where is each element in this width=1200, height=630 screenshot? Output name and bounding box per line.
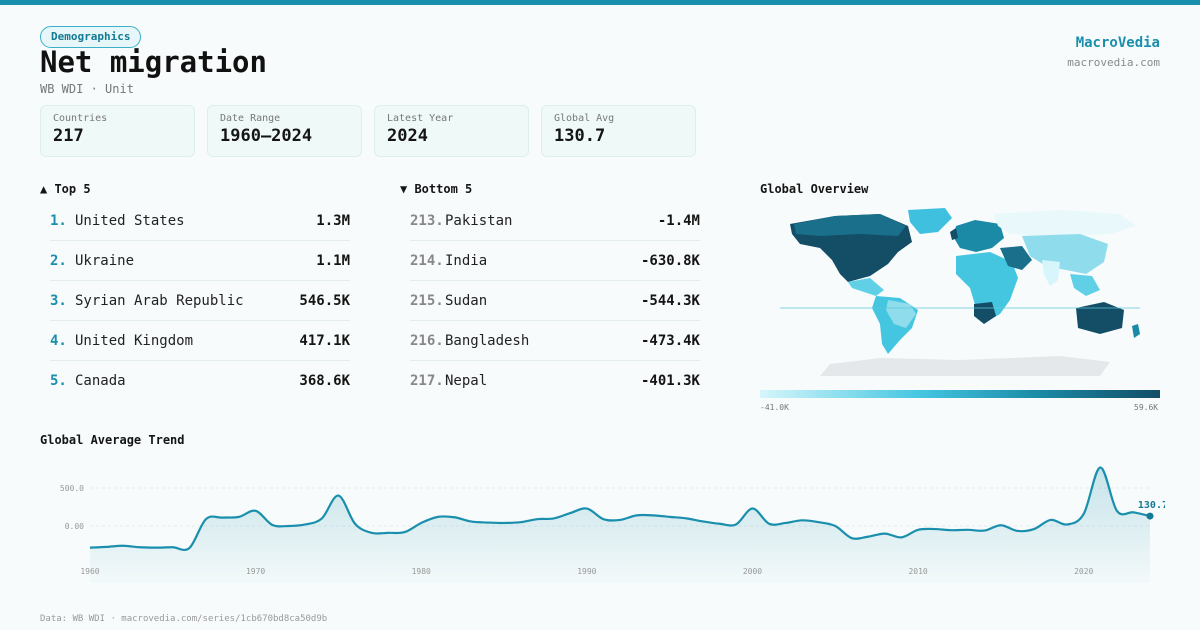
- country-name: Ukraine: [75, 252, 135, 269]
- list-item[interactable]: 216. Bangladesh -473.4K: [410, 321, 700, 361]
- scale-max-label: 59.6K: [1134, 403, 1159, 412]
- top-accent-bar: [0, 0, 1200, 5]
- country-value: -1.4M: [657, 212, 700, 229]
- stat-label: Countries: [53, 113, 108, 124]
- list-item[interactable]: 217. Nepal -401.3K: [410, 361, 700, 401]
- stat-card-global-avg: Global Avg 130.7: [541, 105, 696, 157]
- country-value: -630.8K: [640, 252, 700, 269]
- stat-label: Latest Year: [387, 113, 454, 124]
- map-color-scale: [760, 390, 1160, 398]
- region-brazil: [886, 300, 916, 328]
- x-tick-label: 2020: [1074, 567, 1093, 576]
- country-value: 546.5K: [299, 292, 350, 309]
- region-greenland: [908, 208, 952, 234]
- footer-source: Data: WB WDI · macrovedia.com/series/1cb…: [40, 614, 328, 624]
- x-tick-label: 2000: [743, 567, 762, 576]
- stat-value: 217: [53, 126, 84, 146]
- country-value: 1.1M: [316, 252, 350, 269]
- trend-area: [90, 467, 1150, 583]
- list-item[interactable]: 213. Pakistan -1.4M: [410, 201, 700, 241]
- country-value: -544.3K: [640, 292, 700, 309]
- country-value: -401.3K: [640, 373, 700, 389]
- rank-number: 1.: [50, 212, 67, 229]
- country-name: Nepal: [445, 373, 488, 389]
- rank-number: 2.: [50, 252, 67, 269]
- rank-number: 5.: [50, 373, 67, 389]
- stat-card-latest-year: Latest Year 2024: [374, 105, 529, 157]
- stat-label: Global Avg: [554, 113, 615, 124]
- x-tick-label: 1960: [80, 567, 99, 576]
- region-australia: [1076, 302, 1124, 334]
- list-item[interactable]: 4. United Kingdom 417.1K: [50, 321, 350, 361]
- list-item[interactable]: 5. Canada 368.6K: [50, 361, 350, 401]
- bottom5-list: 213. Pakistan -1.4M 214. India -630.8K 2…: [410, 201, 700, 401]
- top5-title: ▲ Top 5: [40, 182, 91, 196]
- country-name: India: [445, 252, 488, 269]
- list-item[interactable]: 1. United States 1.3M: [50, 201, 350, 241]
- region-middle-east: [1000, 246, 1032, 270]
- page-subtitle: WB WDI · Unit: [40, 82, 134, 96]
- x-tick-label: 2010: [908, 567, 927, 576]
- country-value: 417.1K: [299, 332, 350, 349]
- world-choropleth-map[interactable]: [760, 204, 1160, 380]
- rank-number: 3.: [50, 292, 67, 309]
- global-average-trend-chart[interactable]: 0.00 500.0 130.7 1960 1970 1980 1990 2000 2010 20…: [40, 455, 1165, 585]
- page-title: Net migration: [40, 45, 267, 79]
- stat-value: 130.7: [554, 126, 606, 146]
- bottom5-title: ▼ Bottom 5: [400, 182, 473, 196]
- country-value: 368.6K: [299, 373, 350, 389]
- x-tick-label: 1970: [246, 567, 265, 576]
- stat-card-countries: Countries 217: [40, 105, 195, 157]
- list-item[interactable]: 2. Ukraine 1.1M: [50, 241, 350, 281]
- region-asia: [1022, 234, 1108, 274]
- rank-number: 4.: [50, 332, 67, 349]
- top5-list: 1. United States 1.3M 2. Ukraine 1.1M 3.…: [50, 201, 350, 401]
- country-name: United Kingdom: [75, 332, 194, 349]
- stat-value: 1960–2024: [220, 126, 313, 146]
- map-title: Global Overview: [760, 182, 869, 196]
- rank-number: 214.: [410, 252, 444, 269]
- brand-url[interactable]: macrovedia.com: [1067, 56, 1160, 69]
- country-name: Syrian Arab Republic: [75, 292, 244, 309]
- country-name: Sudan: [445, 292, 488, 309]
- list-item[interactable]: 214. India -630.8K: [410, 241, 700, 281]
- stat-value: 2024: [387, 126, 428, 146]
- rank-number: 213.: [410, 212, 444, 229]
- stat-label: Date Range: [220, 113, 281, 124]
- region-south-asia: [1042, 260, 1060, 286]
- rank-number: 215.: [410, 292, 444, 309]
- region-russia: [994, 210, 1136, 236]
- trend-title: Global Average Trend: [40, 433, 185, 447]
- x-tick-label: 1990: [577, 567, 596, 576]
- trend-line: [89, 466, 1151, 552]
- region-europe: [954, 220, 1004, 252]
- region-central-america: [848, 278, 884, 296]
- last-point-marker: [1146, 512, 1154, 520]
- rank-number: 217.: [410, 373, 444, 389]
- y-tick-label: 500.0: [60, 484, 84, 493]
- stat-card-date-range: Date Range 1960–2024: [207, 105, 362, 157]
- list-item[interactable]: 215. Sudan -544.3K: [410, 281, 700, 321]
- region-southeast-asia: [1070, 274, 1100, 296]
- region-antarctica: [820, 356, 1110, 376]
- y-tick-label: 0.00: [65, 522, 84, 531]
- region-canada: [794, 214, 906, 236]
- scale-min-label: -41.0K: [760, 403, 789, 412]
- last-value-label: 130.7: [1138, 500, 1165, 511]
- country-name: Bangladesh: [445, 332, 530, 349]
- country-name: Pakistan: [445, 212, 513, 229]
- rank-number: 216.: [410, 332, 444, 349]
- region-new-zealand: [1132, 324, 1140, 338]
- region-south-africa: [974, 302, 996, 324]
- list-item[interactable]: 3. Syrian Arab Republic 546.5K: [50, 281, 350, 321]
- country-name: United States: [75, 212, 185, 229]
- category-badge[interactable]: Demographics: [40, 26, 142, 48]
- region-africa: [956, 252, 1018, 322]
- country-name: Canada: [75, 373, 126, 389]
- x-tick-label: 1980: [412, 567, 431, 576]
- country-value: 1.3M: [316, 212, 350, 229]
- region-uk: [950, 228, 958, 240]
- country-value: -473.4K: [640, 332, 700, 349]
- brand-logo[interactable]: MacroVedia: [1075, 35, 1160, 51]
